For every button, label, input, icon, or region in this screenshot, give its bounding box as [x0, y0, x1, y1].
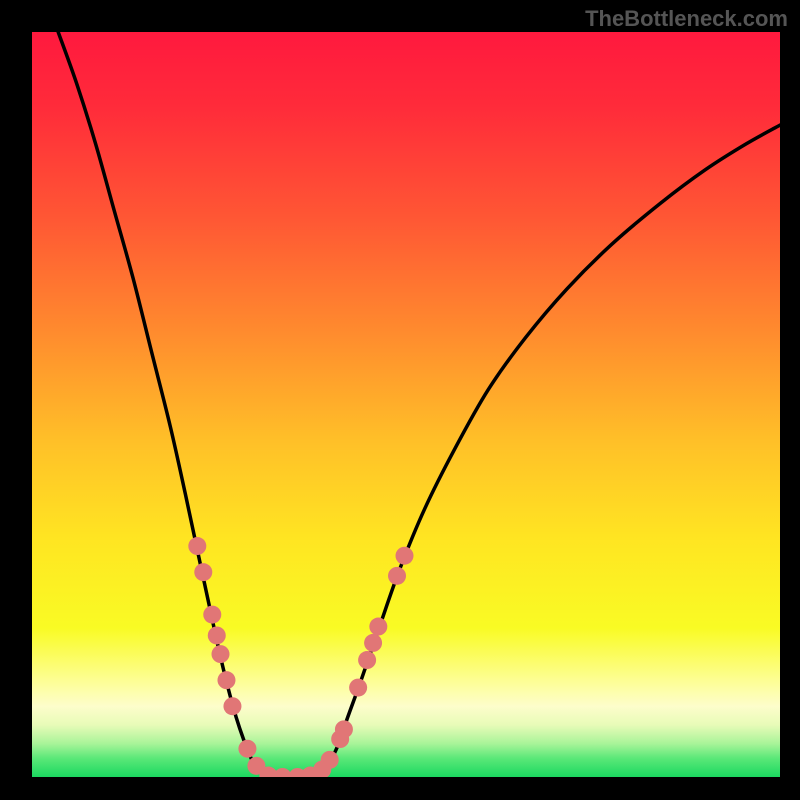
data-marker: [208, 626, 226, 644]
data-marker: [223, 697, 241, 715]
data-marker: [335, 720, 353, 738]
data-marker: [321, 751, 339, 769]
data-marker: [369, 618, 387, 636]
data-marker: [358, 651, 376, 669]
data-marker: [349, 679, 367, 697]
data-marker: [217, 671, 235, 689]
data-marker: [188, 537, 206, 555]
watermark-text: TheBottleneck.com: [585, 6, 788, 32]
data-marker: [212, 645, 230, 663]
data-marker: [364, 634, 382, 652]
bottleneck-chart: [0, 0, 800, 800]
plot-background: [32, 32, 780, 777]
data-marker: [238, 740, 256, 758]
data-marker: [194, 563, 212, 581]
data-marker: [203, 606, 221, 624]
data-marker: [396, 547, 414, 565]
data-marker: [388, 567, 406, 585]
